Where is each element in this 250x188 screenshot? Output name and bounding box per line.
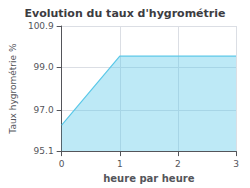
- svg-text:2: 2: [175, 159, 181, 169]
- svg-text:3: 3: [233, 159, 239, 169]
- svg-text:99.0: 99.0: [34, 62, 54, 72]
- svg-text:95.1: 95.1: [34, 146, 54, 156]
- svg-text:1: 1: [117, 159, 123, 169]
- svg-text:100.9: 100.9: [28, 21, 54, 31]
- svg-text:Taux hygrométrie %: Taux hygrométrie %: [8, 43, 18, 135]
- svg-text:0: 0: [59, 159, 65, 169]
- svg-text:Evolution du taux d'hygrométri: Evolution du taux d'hygrométrie: [25, 7, 226, 20]
- svg-text:heure par heure: heure par heure: [103, 173, 194, 184]
- svg-text:97.0: 97.0: [34, 105, 54, 115]
